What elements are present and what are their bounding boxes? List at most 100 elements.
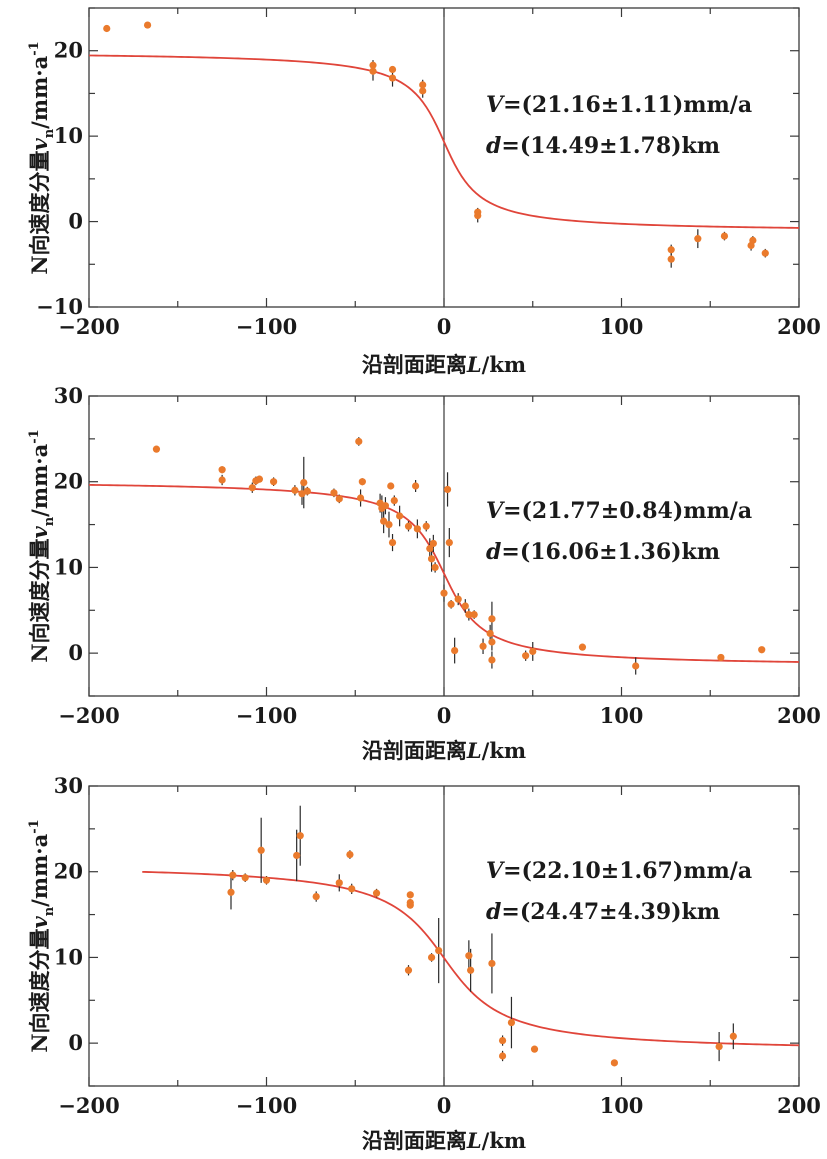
data-point [396,512,404,520]
data-point [406,891,414,899]
data-point [412,482,420,490]
data-point [470,610,478,619]
chart-panel-middle: −200 −100 0 100 200 0 10 20 30 V=(21.77±0.84)mm/… [27,383,821,763]
x-tick-label: 200 [777,1093,821,1118]
data-point [729,1032,737,1040]
y-tick-label: 10 [54,944,83,969]
data-point [218,476,226,484]
data-point [380,517,388,525]
y-tick-label: 10 [54,123,83,148]
data-marks [142,805,800,1067]
data-point [440,589,448,597]
data-point [498,1036,507,1045]
data-point [507,1018,516,1027]
x-tick-label: 200 [777,703,821,728]
data-point [388,538,397,547]
data-point [529,647,537,656]
data-point [229,871,237,879]
x-axis-label: 沿剖面距离L/km [362,352,526,377]
data-point [406,901,414,909]
data-point [152,445,161,453]
data-point [427,953,436,962]
data-point [404,966,413,974]
data-point [488,656,496,664]
data-point [445,538,453,547]
data-point [248,484,256,492]
data-point [422,522,430,530]
x-tick-label: 0 [437,314,452,339]
data-point [426,544,434,553]
y-axis-label: N向速度分量vn/mm·a-1 [27,41,57,274]
data-point [335,495,343,503]
velocity-annotation: V=(21.16±1.11)mm/a [486,92,752,118]
velocity-annotation: V=(22.10±1.67)mm/a [486,858,752,884]
data-point [241,874,249,882]
data-point [300,478,308,487]
data-point [454,595,462,603]
data-point [761,249,769,257]
data-point [381,502,390,510]
y-tick-label: 30 [54,383,83,408]
data-point [435,946,443,955]
x-tick-label: −200 [58,1093,119,1118]
data-point [303,487,311,495]
x-tick-label: −100 [236,314,297,339]
x-tick-label: −100 [236,1093,297,1118]
data-point [667,246,675,254]
data-point [467,966,475,974]
y-tick-label: 0 [68,640,83,665]
data-point [413,525,421,533]
data-point [717,653,725,662]
data-point [522,652,530,660]
y-tick-label: 10 [54,554,83,579]
data-marks [88,21,800,268]
data-point [667,255,675,263]
y-tick-label: 20 [54,859,83,884]
data-point [358,478,366,486]
data-point [312,892,320,901]
data-point [610,1059,619,1067]
data-point [488,638,496,646]
data-point [443,485,452,494]
data-point [758,646,766,654]
data-point [488,959,496,968]
data-point [372,889,381,897]
data-point [720,232,729,240]
x-axis-label: 沿剖面距离L/km [362,738,526,763]
data-point [218,466,226,474]
data-point [390,496,398,505]
fit-curve [88,54,800,229]
x-tick-label: 0 [437,703,452,728]
data-point [474,211,482,220]
y-axis-label: N向速度分量vn/mm·a-1 [27,429,57,662]
y-axis-label: N向速度分量vn/mm·a-1 [27,819,57,1052]
axis-ticks: −200 −100 0 100 200 0 10 20 30 [54,383,821,728]
data-point [447,600,455,608]
data-point [498,1052,507,1060]
data-point [227,888,235,896]
data-marks [88,437,800,675]
data-point [296,832,304,840]
data-point [143,21,152,29]
data-point [103,24,111,33]
x-tick-label: −100 [236,703,297,728]
data-point [293,851,301,860]
data-point [355,437,363,446]
y-tick-label: 20 [54,38,83,63]
data-point [465,952,473,960]
data-point [715,1042,723,1051]
data-point [465,610,473,619]
data-point [461,602,469,610]
data-point [578,643,587,651]
y-tick-label: 30 [54,773,83,798]
x-axis-label: 沿剖面距离L/km [362,1128,526,1153]
x-tick-label: 100 [600,314,644,339]
x-tick-label: 100 [600,1093,644,1118]
data-point [419,81,427,89]
data-point [369,61,377,69]
data-point [451,646,459,655]
data-point [335,879,343,887]
data-point [255,475,263,483]
y-tick-label: 20 [54,469,83,494]
